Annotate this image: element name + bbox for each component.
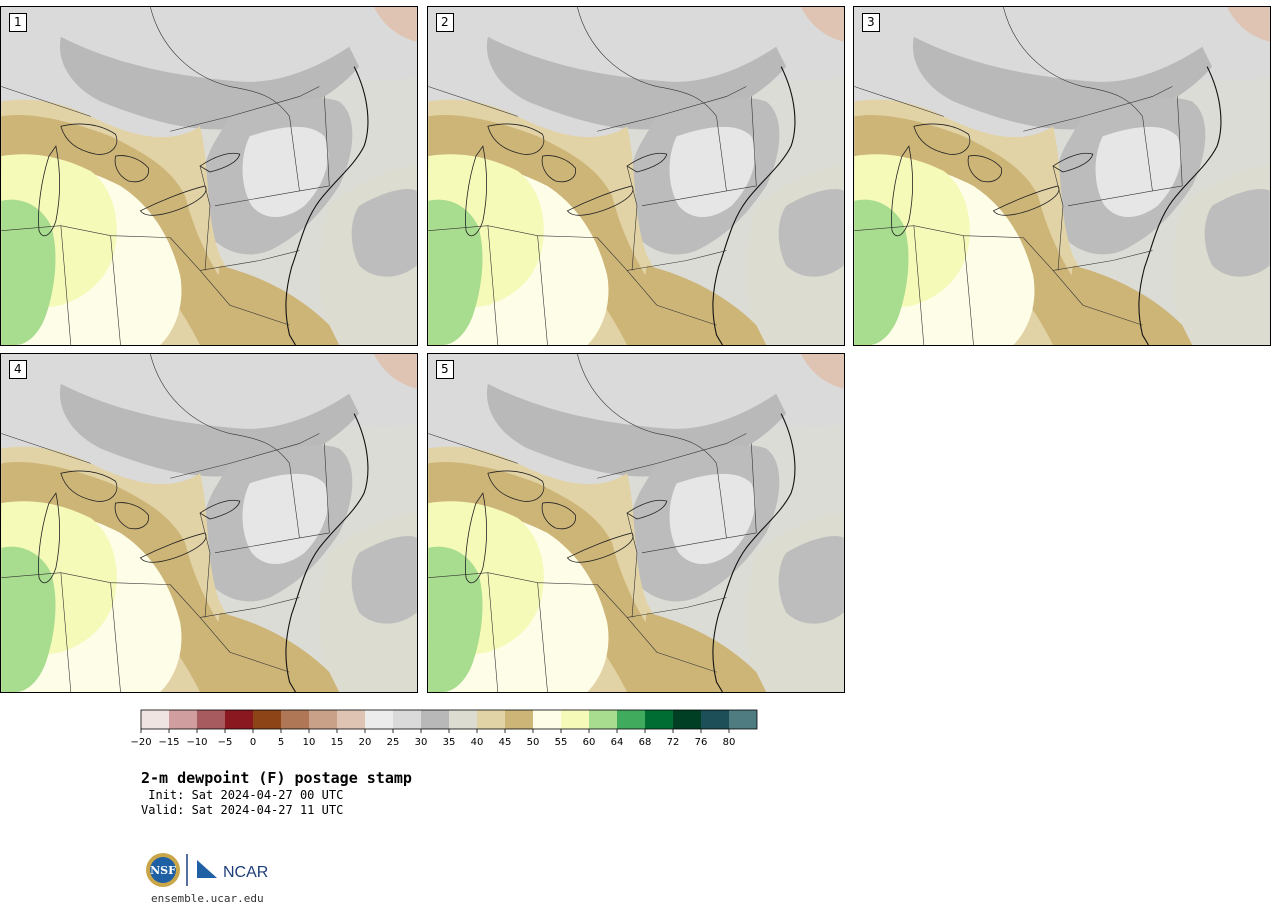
colorbar-tick-label: 25 [387,737,400,748]
colorbar-tick-label: −20 [131,737,152,748]
colorbar-swatch [421,710,449,729]
colorbar-swatch [701,710,729,729]
dewpoint-map-3 [854,7,1270,345]
colorbar-tick-label: 55 [555,737,568,748]
map-panel-3: 3 [853,6,1271,346]
dewpoint-map-4 [1,354,417,692]
panel-number-label: 3 [862,13,880,32]
panel-number-label: 1 [9,13,27,32]
colorbar-swatch [197,710,225,729]
title-block: 2-m dewpoint (F) postage stamp Init: Sat… [141,768,412,818]
map-panel-1: 1 [0,6,418,346]
colorbar-tick-label: 76 [695,737,708,748]
colorbar-tick-label: 20 [359,737,372,748]
colorbar-tick-label: 10 [303,737,316,748]
colorbar-swatch [589,710,617,729]
colorbar-tick-label: 45 [499,737,512,748]
colorbar-swatch [729,710,757,729]
colorbar-tick-label: −5 [218,737,233,748]
ncar-text: NCAR [223,864,268,881]
colorbar-tick-label: −10 [186,737,207,748]
colorbar-swatch [169,710,197,729]
colorbar: −20 −15 −10 −5 0 5 10 15 20 25 30 35 40 45 50 55 60 64 68 7… [131,709,758,748]
colorbar-swatch [309,710,337,729]
dewpoint-map-2 [428,7,844,345]
colorbar-tick-label: 0 [250,737,256,748]
chart-title: 2-m dewpoint (F) postage stamp [141,769,412,787]
colorbar-swatch [393,710,421,729]
dewpoint-map-5 [428,354,844,692]
colorbar-swatch [449,710,477,729]
colorbar-swatch [365,710,393,729]
colorbar-tick-label: 64 [611,737,624,748]
colorbar-swatch [477,710,505,729]
colorbar-swatch [673,710,701,729]
nsf-text: NSF [150,864,176,877]
panel-number-label: 4 [9,360,27,379]
colorbar-tick-label: 80 [723,737,736,748]
colorbar-tick-label: 15 [331,737,344,748]
colorbar-swatch [533,710,561,729]
colorbar-swatch [337,710,365,729]
colorbar-swatch [253,710,281,729]
map-panel-5: 5 [427,353,845,693]
panel-number-label: 2 [436,13,454,32]
colorbar-swatch [561,710,589,729]
init-time: Init: Sat 2024-04-27 00 UTC [141,788,344,802]
ncar-icon [197,860,217,878]
map-panel-2: 2 [427,6,845,346]
valid-time: Valid: Sat 2024-04-27 11 UTC [141,803,344,817]
colorbar-tick-label: 50 [527,737,540,748]
colorbar-tick-label: −15 [158,737,179,748]
colorbar-tick-label: 40 [471,737,484,748]
colorbar-swatch [281,710,309,729]
colorbar-swatch [225,710,253,729]
nsf-ncar-logo: NSF NCAR [146,853,268,887]
colorbar-tick-label: 72 [667,737,680,748]
colorbar-tick-label: 5 [278,737,284,748]
colorbar-swatch [617,710,645,729]
website-url: ensemble.ucar.edu [151,892,264,905]
colorbar-tick-label: 68 [639,737,652,748]
map-panel-4: 4 [0,353,418,693]
colorbar-tick-label: 35 [443,737,456,748]
colorbar-tick-label: 60 [583,737,596,748]
colorbar-swatch [645,710,673,729]
panel-number-label: 5 [436,360,454,379]
dewpoint-map-1 [1,7,417,345]
colorbar-swatch [141,710,169,729]
colorbar-tick-label: 30 [415,737,428,748]
colorbar-swatch [505,710,533,729]
